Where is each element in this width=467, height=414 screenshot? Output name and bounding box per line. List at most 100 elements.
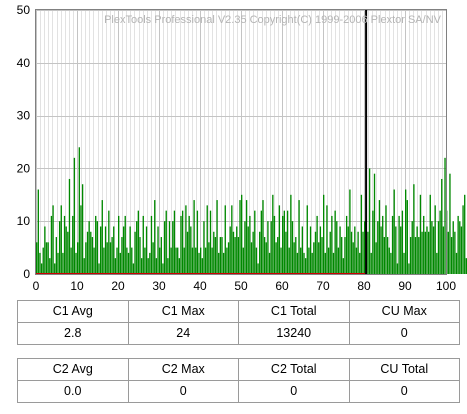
c1-bar: [324, 252, 326, 274]
c1-bar: [290, 194, 292, 274]
c1-bar: [250, 242, 253, 274]
c1-bar: [101, 200, 103, 274]
c1-bar: [318, 242, 320, 274]
c1-bar: [85, 242, 87, 274]
c1-bar: [459, 221, 461, 274]
x-tick-label: 50: [234, 279, 248, 293]
c1-bar: [193, 200, 195, 274]
c1-bar: [88, 221, 90, 274]
c1-bar: [309, 226, 312, 274]
c1-bar: [383, 237, 386, 274]
c1-bar: [252, 231, 254, 274]
c1-bar: [173, 210, 176, 274]
c1-stats-table: C1 Avg C1 Max C1 Total CU Max 2.8 24 132…: [17, 300, 460, 345]
c1-bar: [129, 226, 131, 274]
c1-bar: [214, 237, 217, 274]
c1-stats-value-row: 2.8 24 13240 0: [17, 322, 460, 345]
cu-total-header: CU Total: [348, 358, 460, 381]
c1-total-header: C1 Total: [238, 300, 350, 323]
c1-bar: [321, 237, 323, 274]
c1-bar: [288, 247, 290, 274]
c1-bar: [40, 263, 43, 274]
c1-bar: [413, 184, 415, 274]
cu-max-header: CU Max: [348, 300, 460, 323]
c1-bar: [421, 231, 423, 274]
c1-bar: [278, 205, 281, 274]
c1-bar: [268, 252, 271, 274]
c1-bar: [111, 237, 113, 274]
c2-stats-table: C2 Avg C2 Max C2 Total CU Total 0.0 0 0 …: [17, 358, 460, 403]
c1-bar: [114, 258, 117, 274]
y-tick-label: 30: [17, 109, 31, 123]
c1-bar: [395, 226, 397, 274]
c1-bar: [227, 242, 230, 274]
c1-bar: [377, 221, 379, 274]
c1-avg-header: C1 Avg: [17, 300, 129, 323]
c1-bar: [406, 200, 408, 274]
c2-total-header: C2 Total: [238, 358, 350, 381]
c1-bar: [416, 226, 418, 274]
c1-bar: [86, 231, 89, 274]
c1-bar: [444, 157, 446, 274]
c1-bar: [239, 200, 241, 274]
c1-bar: [339, 226, 341, 274]
chart-title: PlexTools Professional V2.35 Copyright(C…: [104, 14, 442, 26]
c1-bar: [372, 210, 374, 274]
c1-bar: [298, 200, 300, 274]
c1-bar: [403, 252, 405, 274]
c2-stats-header-row: C2 Avg C2 Max C2 Total CU Total: [17, 358, 460, 381]
c1-bar: [295, 237, 297, 274]
c1-bar: [126, 247, 128, 274]
c1-bar: [436, 252, 438, 274]
c1-stats-header-row: C1 Avg C1 Max C1 Total CU Max: [17, 300, 460, 323]
x-tick-label: 80: [357, 279, 371, 293]
c1-bar: [191, 247, 194, 274]
c1-bar: [63, 215, 66, 274]
c1-bar: [219, 237, 222, 274]
c1-bar: [249, 215, 251, 274]
c1-bar: [242, 247, 244, 274]
c1-bar: [398, 215, 400, 274]
c1-bar: [255, 247, 258, 274]
c1-bar: [121, 237, 123, 274]
c1-bar: [423, 215, 425, 274]
c1-bar: [334, 210, 336, 274]
c1-bar: [83, 258, 85, 274]
x-axis-tick-labels: 0 10 20 30 40 50 60 70 80 90 100: [33, 279, 457, 293]
c2-total-value: 0: [238, 380, 350, 403]
c1-bar: [68, 178, 71, 274]
y-tick-label: 0: [23, 267, 30, 281]
cu-max-value: 0: [348, 322, 460, 345]
c1-bar: [254, 210, 256, 274]
c1-bar: [378, 200, 381, 274]
y-tick-label: 50: [17, 3, 31, 17]
x-tick-label: 40: [193, 279, 207, 293]
c1-bar: [272, 194, 274, 274]
c1-total-value: 13240: [238, 322, 350, 345]
c1-bar: [450, 237, 453, 274]
c1-bar: [457, 215, 459, 274]
c1-bar: [180, 215, 182, 274]
x-tick-label: 0: [33, 279, 40, 293]
c1-bar: [237, 237, 240, 274]
c1-bar: [58, 221, 61, 274]
c1-bar: [360, 194, 363, 274]
c1-bar: [91, 237, 94, 274]
c1-bar: [165, 210, 167, 274]
c1-bar: [90, 231, 92, 274]
c1-bar: [147, 258, 149, 274]
c1-bar: [277, 237, 279, 274]
c1-bar: [208, 242, 210, 274]
c1-bar: [465, 258, 467, 274]
plot-frame: [35, 9, 447, 275]
c1-bar: [426, 226, 428, 274]
c1-bar: [119, 252, 121, 274]
c1-bar: [209, 210, 212, 274]
c1-bar: [47, 242, 49, 274]
c1-bar: [368, 168, 371, 274]
c1-bar: [134, 231, 136, 274]
c1-bar: [460, 226, 463, 274]
x-tick-label: 100: [436, 279, 456, 293]
c1-bar: [247, 226, 249, 274]
c1-bar: [347, 226, 349, 274]
